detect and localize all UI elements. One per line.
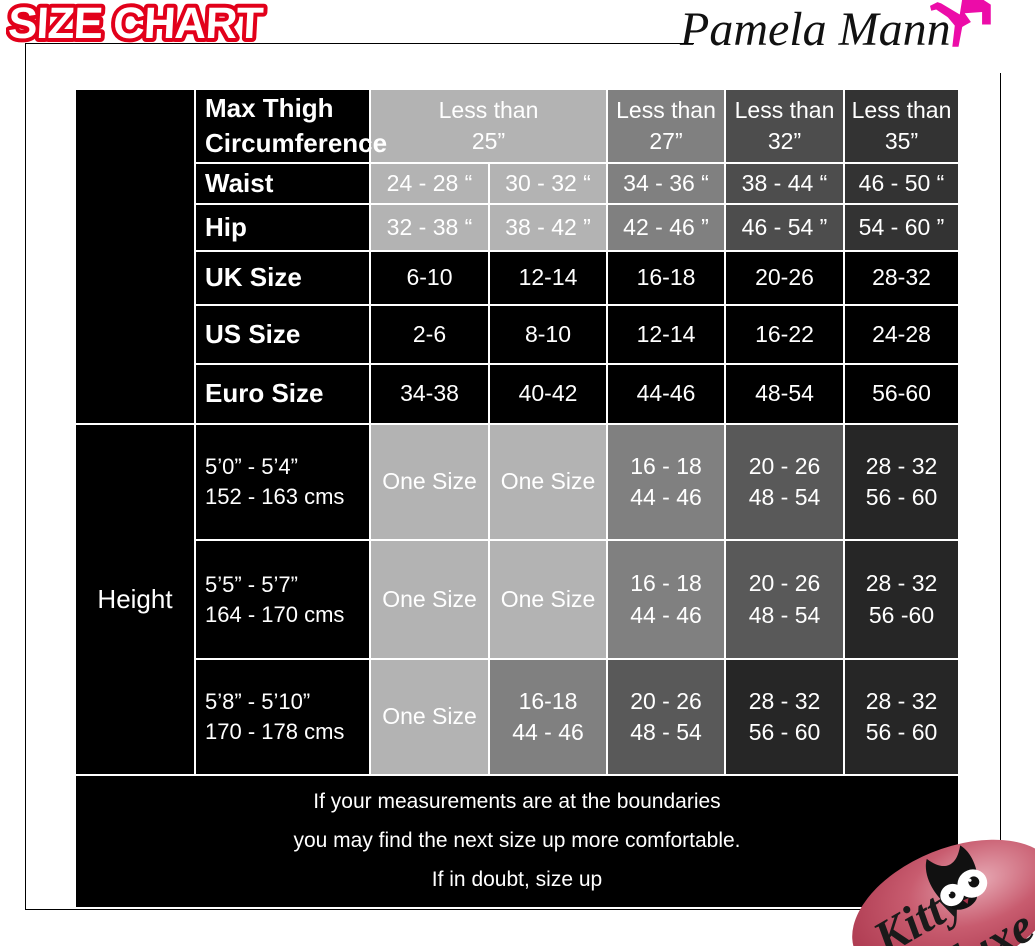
svg-text:SIZE CHART: SIZE CHART <box>7 0 265 48</box>
